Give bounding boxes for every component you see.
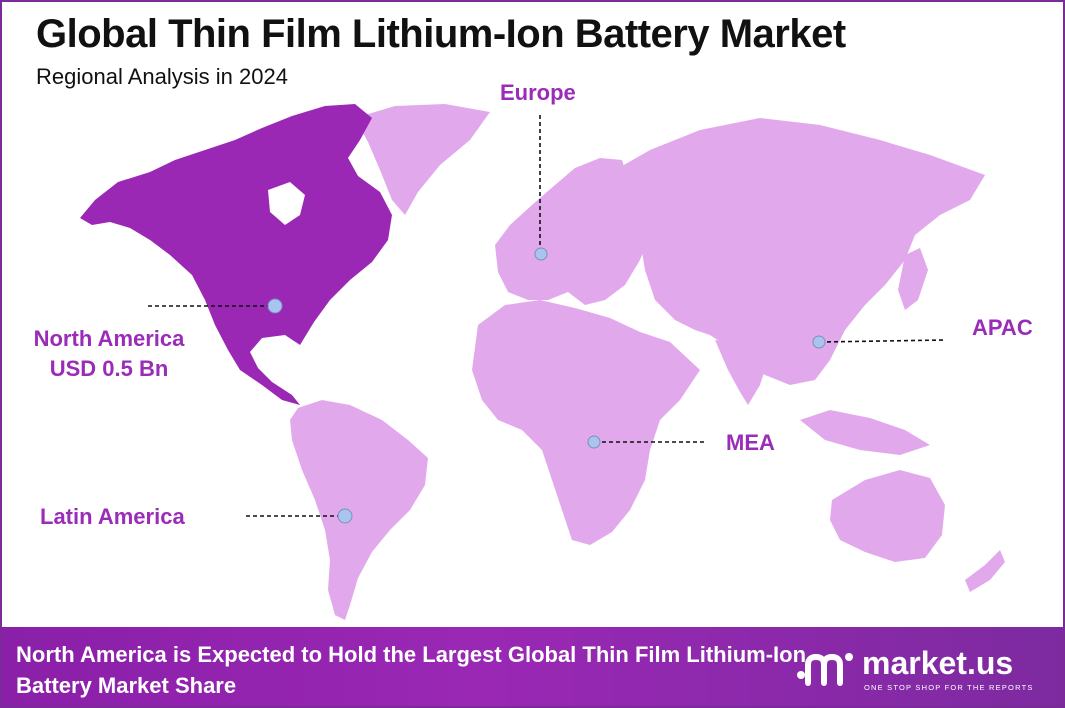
label-north-america: North America USD 0.5 Bn: [14, 324, 204, 384]
hudson-bay: [268, 182, 305, 225]
marker-north-america: [267, 298, 283, 314]
region-mea: [472, 300, 700, 545]
region-north-america: [80, 104, 392, 405]
region-new-zealand: [965, 550, 1005, 592]
region-apac: [615, 118, 985, 385]
label-mea: MEA: [726, 430, 775, 455]
page-subtitle: Regional Analysis in 2024: [36, 64, 288, 89]
brand-name: market.us: [862, 645, 1014, 681]
footer-banner: North America is Expected to Hold the La…: [2, 627, 1063, 706]
region-sea-islands: [800, 410, 930, 455]
label-apac: APAC: [972, 315, 1033, 340]
marker-mea: [587, 435, 601, 449]
marker-apac: [812, 335, 826, 349]
label-north-america-value: USD 0.5 Bn: [49, 356, 169, 381]
page-title: Global Thin Film Lithium-Ion Battery Mar…: [36, 12, 846, 56]
region-australia: [830, 470, 945, 562]
marker-latin-america: [337, 508, 353, 524]
region-india: [715, 340, 768, 405]
region-latin-america: [290, 400, 428, 620]
market-us-logo-icon: [797, 653, 853, 686]
brand-tagline: ONE STOP SHOP FOR THE REPORTS: [864, 683, 1034, 692]
region-europe: [495, 158, 650, 305]
label-europe: Europe: [500, 80, 576, 105]
brand-logo: market.us ONE STOP SHOP FOR THE REPORTS: [792, 645, 1052, 695]
marker-europe: [534, 247, 548, 261]
label-north-america-name: North America: [33, 326, 185, 351]
region-japan: [898, 248, 928, 310]
region-greenland: [355, 104, 490, 215]
label-latin-america: Latin America: [40, 504, 185, 529]
footer-text: North America is Expected to Hold the La…: [16, 642, 807, 698]
